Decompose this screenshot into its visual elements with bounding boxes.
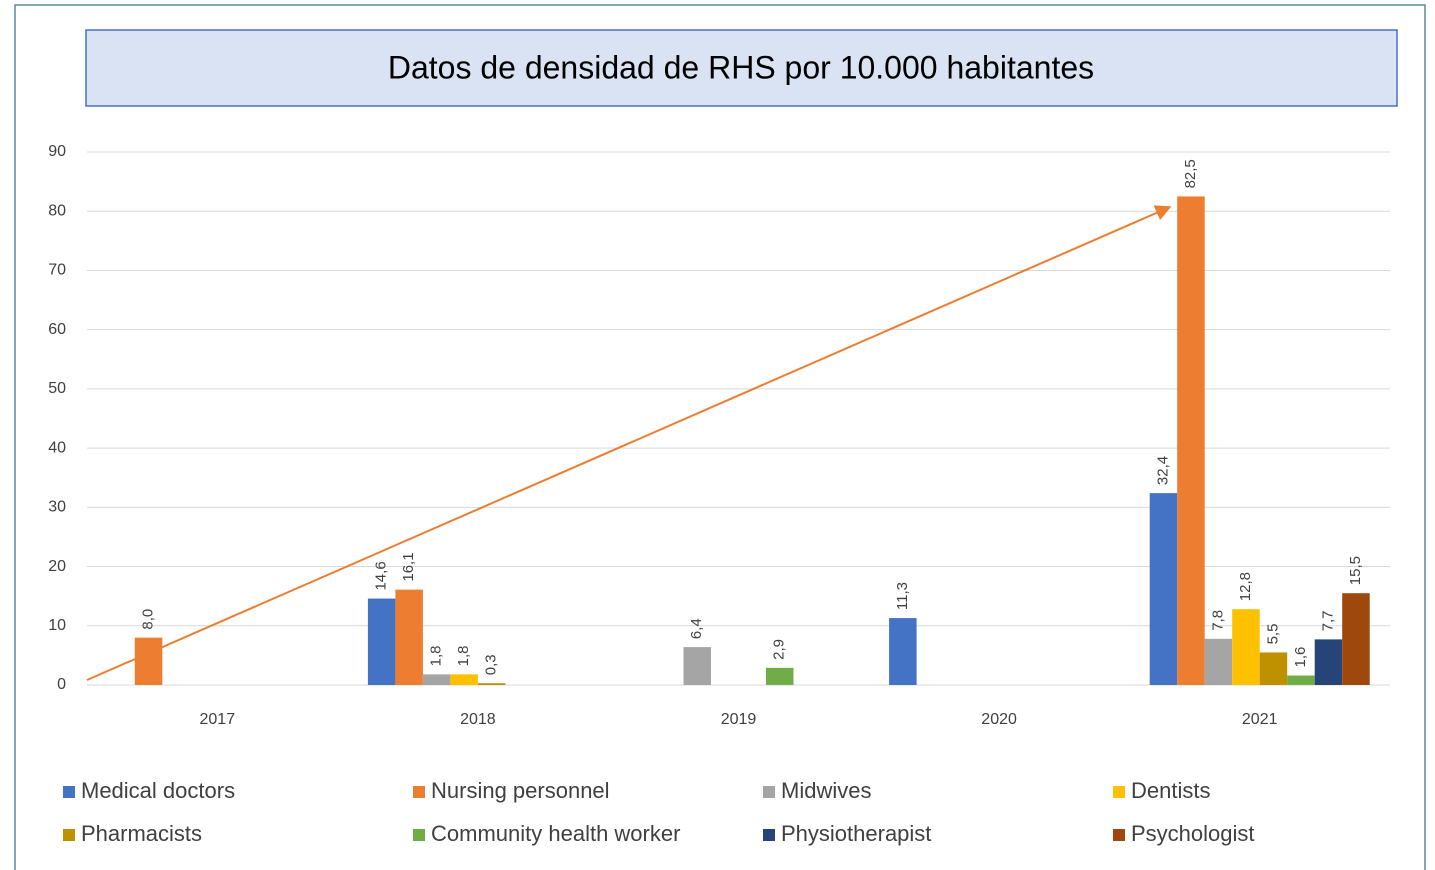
data-label: 12,8 <box>1237 572 1254 601</box>
bar <box>477 683 506 685</box>
y-tick-label: 80 <box>48 202 66 219</box>
legend-label: Medical doctors <box>81 778 235 803</box>
bar <box>450 674 478 685</box>
bar <box>1287 675 1315 685</box>
legend-swatch <box>63 829 75 841</box>
bar <box>889 618 917 685</box>
bar <box>1259 652 1288 685</box>
y-tick-label: 90 <box>48 143 66 160</box>
y-tick-label: 10 <box>48 617 66 634</box>
y-tick-label: 70 <box>48 262 66 279</box>
legend-label: Pharmacists <box>81 821 202 846</box>
legend-swatch <box>763 786 775 798</box>
legend-swatch <box>63 786 75 798</box>
y-tick-label: 60 <box>48 321 66 338</box>
data-label: 5,5 <box>1264 624 1281 645</box>
bar <box>1177 196 1205 685</box>
x-tick-label: 2020 <box>981 711 1017 728</box>
legend-swatch <box>413 829 425 841</box>
legend-label: Community health worker <box>431 821 680 846</box>
legend-label: Midwives <box>781 778 871 803</box>
legend-label: Physiotherapist <box>781 821 931 846</box>
bar <box>1314 639 1343 685</box>
data-label: 7,7 <box>1319 611 1336 632</box>
data-label: 6,4 <box>688 618 705 639</box>
frame <box>14 4 1426 870</box>
x-tick-label: 2018 <box>460 711 496 728</box>
trend-arrow <box>86 205 1172 681</box>
chart-title: Datos de densidad de RHS por 10.000 habi… <box>388 49 1094 85</box>
title-box <box>85 29 1398 107</box>
data-label: 14,6 <box>373 561 390 590</box>
y-tick-label: 40 <box>48 439 66 456</box>
data-label: 1,8 <box>428 645 445 666</box>
legend-swatch <box>413 786 425 798</box>
y-tick-label: 50 <box>48 380 66 397</box>
bar <box>1204 638 1233 685</box>
data-label: 8,0 <box>140 609 157 630</box>
data-label: 11,3 <box>894 582 911 610</box>
data-label: 16,1 <box>400 552 417 581</box>
bar <box>1342 593 1370 685</box>
data-label: 1,8 <box>455 645 472 666</box>
bar <box>683 647 711 685</box>
bar <box>766 667 794 685</box>
bar <box>1232 609 1260 685</box>
y-tick-label: 0 <box>57 676 66 693</box>
data-label: 15,5 <box>1347 556 1364 585</box>
legend-swatch <box>1113 829 1125 841</box>
legend-label: Dentists <box>1131 778 1210 803</box>
legend-label: Nursing personnel <box>431 778 610 803</box>
data-label: 82,5 <box>1182 159 1199 188</box>
bar <box>1149 493 1178 685</box>
x-tick-label: 2021 <box>1242 711 1278 728</box>
bar <box>134 637 163 685</box>
bar <box>422 674 451 685</box>
data-label: 1,6 <box>1292 647 1309 668</box>
bar <box>395 589 423 685</box>
data-label: 2,9 <box>771 639 788 660</box>
x-tick-label: 2017 <box>200 711 236 728</box>
y-tick-label: 30 <box>48 499 66 516</box>
data-label: 0,3 <box>483 654 500 675</box>
legend-swatch <box>1113 786 1125 798</box>
y-tick-label: 20 <box>48 558 66 575</box>
data-label: 7,8 <box>1209 610 1226 631</box>
x-tick-label: 2019 <box>721 711 757 728</box>
legend-label: Psychologist <box>1131 821 1255 846</box>
data-label: 32,4 <box>1154 456 1171 485</box>
bar <box>367 598 396 685</box>
legend-swatch <box>763 829 775 841</box>
